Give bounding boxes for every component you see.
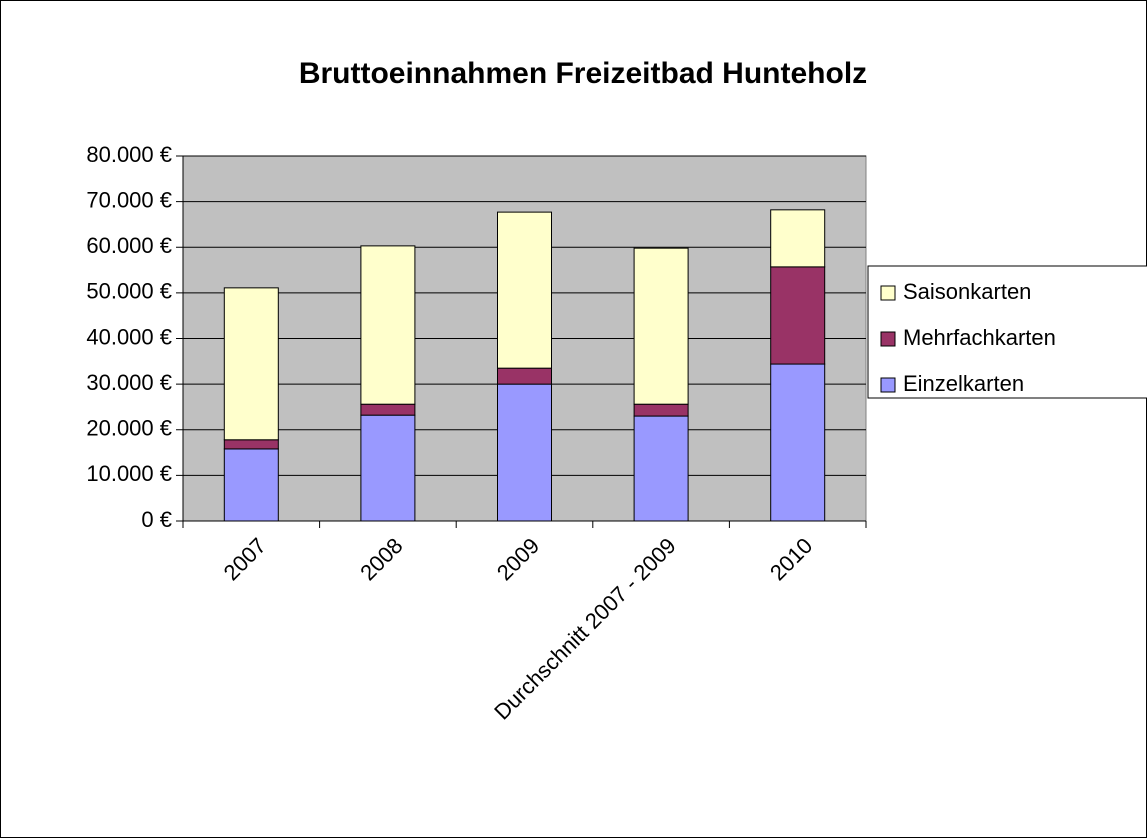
y-tick-label: 20.000 € bbox=[86, 416, 172, 441]
y-tick-label: 80.000 € bbox=[86, 142, 172, 167]
legend-label: Mehrfachkarten bbox=[903, 325, 1056, 350]
legend-swatch bbox=[880, 331, 896, 347]
bar-segment bbox=[770, 266, 826, 365]
y-tick-label: 40.000 € bbox=[86, 324, 172, 349]
y-tick-label: 70.000 € bbox=[86, 187, 172, 212]
legend bbox=[867, 265, 1147, 399]
bar-segment bbox=[633, 247, 689, 405]
bar-segment bbox=[360, 245, 416, 405]
legend-swatch bbox=[880, 285, 896, 301]
legend-swatch bbox=[880, 377, 896, 393]
y-tick-label: 0 € bbox=[141, 507, 172, 532]
legend-label: Einzelkarten bbox=[903, 371, 1024, 396]
bar-segment bbox=[223, 287, 279, 441]
y-tick-label: 10.000 € bbox=[86, 461, 172, 486]
bar-segment bbox=[633, 415, 689, 522]
bar-segment bbox=[223, 439, 279, 450]
bar-segment bbox=[497, 383, 552, 522]
bar-segment bbox=[770, 209, 826, 268]
y-tick-label: 50.000 € bbox=[86, 279, 172, 304]
bar-segment bbox=[223, 448, 279, 522]
bar-segment bbox=[633, 403, 689, 417]
bar-segment bbox=[497, 211, 552, 369]
bar-segment bbox=[360, 414, 416, 522]
bar-segment bbox=[497, 367, 552, 385]
y-tick-label: 60.000 € bbox=[86, 233, 172, 258]
legend-label: Saisonkarten bbox=[903, 279, 1031, 304]
bar-segment bbox=[360, 403, 416, 416]
chart-title: Bruttoeinnahmen Freizeitbad Hunteholz bbox=[299, 57, 867, 90]
bar-segment bbox=[770, 363, 826, 522]
y-tick-label: 30.000 € bbox=[86, 370, 172, 395]
